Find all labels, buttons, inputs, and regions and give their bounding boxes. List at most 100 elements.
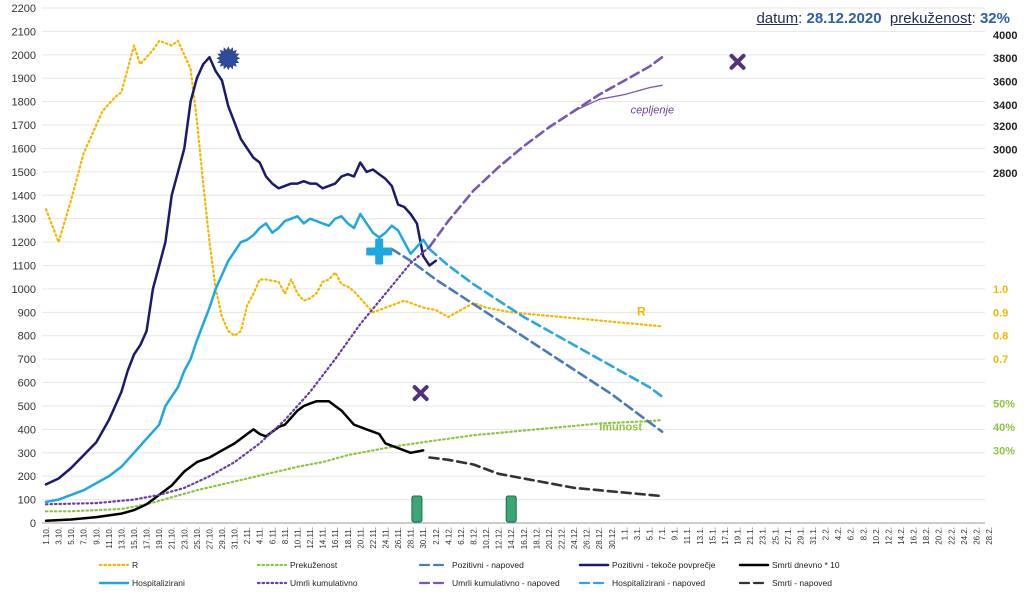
- series-line-umrli-kumulativno: [44, 245, 431, 506]
- x-tick-label: 8.12.: [469, 527, 478, 545]
- series-line-umrli-kumulativno-napoved: [428, 55, 664, 249]
- y-tick-label: 500: [18, 401, 36, 413]
- y-tick-label: 600: [18, 378, 36, 390]
- x-tick-label: 17.10.: [143, 527, 152, 549]
- x-tick-label: 27.10.: [205, 527, 214, 549]
- x-tick-label: 7.1.: [658, 527, 667, 540]
- x-tick-label: 13.10.: [117, 527, 126, 549]
- y-tick-label: 300: [18, 448, 36, 460]
- x-tick-label: 20.2.: [935, 527, 944, 545]
- right-tick-r: 0.8: [993, 331, 1008, 343]
- legend-label: Pozitivni - tekoče povprečje: [612, 560, 716, 570]
- x-tick-label: 12.12.: [495, 527, 504, 549]
- x-tick-label: 11.10.: [105, 527, 114, 549]
- hospital-cross-icon-bar: [366, 247, 393, 256]
- x-tick-label: 22.2.: [947, 527, 956, 545]
- right-tick-cumulative: 3400: [993, 100, 1017, 112]
- x-tick-label: 9.1.: [671, 527, 680, 540]
- x-tick-label: 4.12.: [444, 527, 453, 545]
- series-line-hospitalizirani: [44, 212, 431, 504]
- legend-label: Umrli kumulativno: [290, 578, 358, 588]
- x-tick-label: 20.11.: [356, 527, 365, 549]
- x-tick-label: 1.1.: [620, 527, 629, 540]
- x-tick-label: 26.2.: [972, 527, 981, 545]
- cross-death-icon: [412, 385, 429, 402]
- x-tick-label: 5.10.: [67, 527, 76, 545]
- right-tick-cumulative: 3800: [993, 53, 1017, 65]
- x-tick-label: 16.11.: [331, 527, 340, 549]
- x-tick-label: 26.12.: [583, 527, 592, 549]
- x-tick-label: 25.1.: [771, 527, 780, 545]
- legend-label: Smrti - napoved: [772, 578, 832, 588]
- y-tick-label: 100: [18, 495, 36, 507]
- x-tick-label: 31.1.: [809, 527, 818, 545]
- series-line-hospitalizirani-napoved: [428, 247, 664, 398]
- y-tick-label: 1300: [12, 214, 36, 226]
- x-tick-label: 19.1.: [734, 527, 743, 545]
- x-tick-label: 4.2.: [834, 527, 843, 540]
- x-tick-label: 29.1.: [796, 527, 805, 545]
- cross-death-forecast-icon: [729, 53, 746, 70]
- x-tick-label: 10.12.: [482, 527, 491, 549]
- x-tick-label: 30.11.: [419, 527, 428, 549]
- virus-icon: [216, 46, 241, 71]
- series-line-smrti-dnevno-10: [44, 400, 425, 522]
- vaccine-vial-icon: [411, 495, 423, 523]
- x-tick-label: 5.1.: [646, 527, 655, 540]
- series-line-pozitivni-teko-e-povpre-je: [44, 55, 438, 486]
- immunity-label: prekuženost: [889, 10, 972, 27]
- x-tick-label: 1.10.: [42, 527, 51, 545]
- x-tick-label: 21.10.: [168, 527, 177, 549]
- y-tick-label: 1200: [12, 237, 36, 249]
- y-tick-label: 1000: [12, 284, 36, 296]
- x-tick-label: 15.1.: [708, 527, 717, 545]
- x-tick-label: 3.1.: [633, 527, 642, 540]
- series-line-cepljenje: [573, 84, 663, 112]
- x-tick-label: 22.12.: [558, 527, 567, 549]
- y-tick-label: 1800: [12, 97, 36, 109]
- x-tick-label: 13.1.: [696, 527, 705, 545]
- right-tick-cumulative: 4000: [993, 30, 1017, 42]
- x-tick-label: 23.10.: [180, 527, 189, 549]
- y-tick-label: 1600: [12, 143, 36, 155]
- x-tick-label: 25.10.: [193, 527, 202, 549]
- x-tick-label: 3.10.: [55, 527, 64, 545]
- x-tick-label: 2.2.: [822, 527, 831, 540]
- chart-header: datum: 28.12.2020 prekuženost: 32%: [756, 10, 1010, 27]
- series-line-preku-enost: [44, 418, 664, 513]
- x-tick-label: 8.11.: [281, 527, 290, 544]
- legend-label: Pozitivni - napoved: [452, 560, 524, 570]
- x-tick-label: 18.11.: [344, 527, 353, 549]
- legend-label: Prekuženost: [290, 560, 338, 570]
- x-tick-label: 6.11.: [268, 527, 277, 544]
- y-tick-label: 2200: [12, 3, 36, 15]
- x-tick-label: 2.12.: [432, 527, 441, 545]
- x-tick-label: 28.2.: [985, 527, 994, 545]
- y-tick-label: 1700: [12, 120, 36, 132]
- annotation-r: R: [637, 304, 646, 318]
- annotation-vaccination: cepljenje: [631, 104, 674, 116]
- legend-label: Smrti dnevno * 10: [772, 560, 840, 570]
- x-tick-label: 6.12.: [457, 527, 466, 545]
- y-tick-label: 400: [18, 424, 36, 436]
- right-tick-immunity: 50%: [993, 399, 1015, 411]
- x-tick-label: 17.1.: [721, 527, 730, 545]
- x-tick-label: 15.10.: [130, 527, 139, 549]
- x-tick-label: 23.1.: [759, 527, 768, 545]
- y-tick-label: 2000: [12, 50, 36, 62]
- legend-label: Hospitalizirani: [132, 578, 185, 588]
- y-tick-label: 900: [18, 307, 36, 319]
- immunity-value: 32%: [979, 10, 1010, 27]
- right-tick-immunity: 30%: [993, 445, 1015, 457]
- y-tick-label: 2100: [12, 26, 36, 38]
- x-tick-label: 20.12.: [545, 527, 554, 549]
- y-tick-label: 700: [18, 354, 36, 366]
- x-tick-label: 30.12.: [608, 527, 617, 549]
- vaccine-vial-icon-2: [505, 495, 517, 523]
- annotation-immunity: Imunost: [599, 422, 642, 434]
- right-tick-cumulative: 3000: [993, 144, 1017, 156]
- x-tick-label: 10.2.: [872, 527, 881, 545]
- x-tick-label: 22.11.: [369, 527, 378, 549]
- x-tick-label: 4.11.: [256, 527, 265, 544]
- x-tick-label: 24.11.: [381, 527, 390, 549]
